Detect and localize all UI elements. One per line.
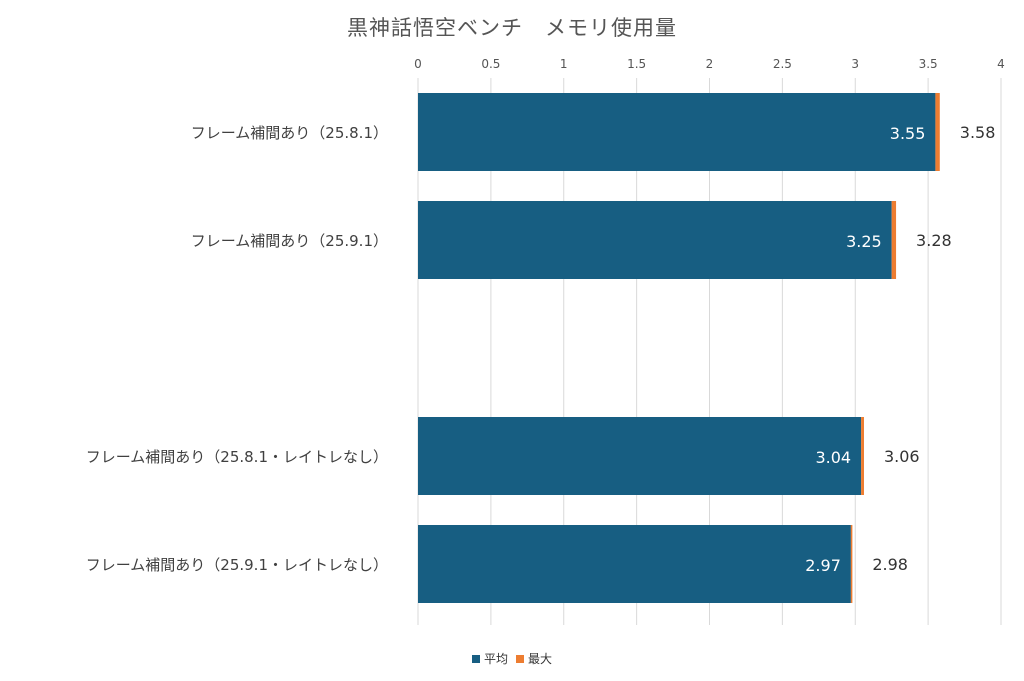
data-label-average: 2.97	[805, 556, 841, 575]
bar-average	[418, 525, 851, 603]
data-label-average: 3.55	[890, 124, 926, 143]
x-tick-label: 1	[560, 57, 568, 71]
category-label: フレーム補間あり（25.8.1）	[191, 124, 388, 142]
data-label-max: 3.28	[916, 231, 952, 250]
data-label-average: 3.04	[815, 448, 851, 467]
bar-average	[418, 417, 862, 495]
category-label: フレーム補間あり（25.8.1・レイトレなし）	[86, 448, 388, 466]
x-tick-label: 2.5	[773, 57, 792, 71]
x-tick-label: 4	[997, 57, 1005, 71]
legend-item: 平均	[471, 650, 508, 667]
bar-average	[418, 201, 892, 279]
data-label-average: 3.25	[846, 232, 882, 251]
data-label-max: 3.06	[884, 447, 920, 466]
bar-max	[935, 93, 940, 171]
legend: 平均 最大	[0, 650, 1024, 667]
x-tick-label: 0.5	[481, 57, 500, 71]
plot-area: 0 0.5 1 1.5 2 2.5 3 3.5 4 フレーム補間あり（25.8.1） 3.55 3.5…	[86, 57, 1005, 625]
data-label-max: 3.58	[960, 123, 996, 142]
x-tick-label: 3	[851, 57, 859, 71]
x-tick-label: 0	[414, 57, 422, 71]
x-tick-label: 2	[706, 57, 714, 71]
legend-swatch	[516, 654, 524, 663]
x-tick-label: 3.5	[919, 57, 938, 71]
bar-max	[850, 525, 853, 603]
bar-max	[891, 201, 897, 279]
bar-average	[418, 93, 936, 171]
data-label-max: 2.98	[872, 555, 908, 574]
chart-title: 黒神話悟空ベンチ メモリ使用量	[347, 16, 677, 40]
category-label: フレーム補間あり（25.9.1）	[191, 232, 388, 250]
legend-swatch	[471, 654, 480, 663]
legend-item: 最大	[516, 650, 552, 667]
x-tick-label: 1.5	[627, 57, 646, 71]
bar-max	[861, 417, 864, 495]
legend-label: 最大	[528, 652, 553, 666]
category-label: フレーム補間あり（25.9.1・レイトレなし）	[86, 556, 388, 574]
legend-label: 平均	[483, 652, 508, 666]
